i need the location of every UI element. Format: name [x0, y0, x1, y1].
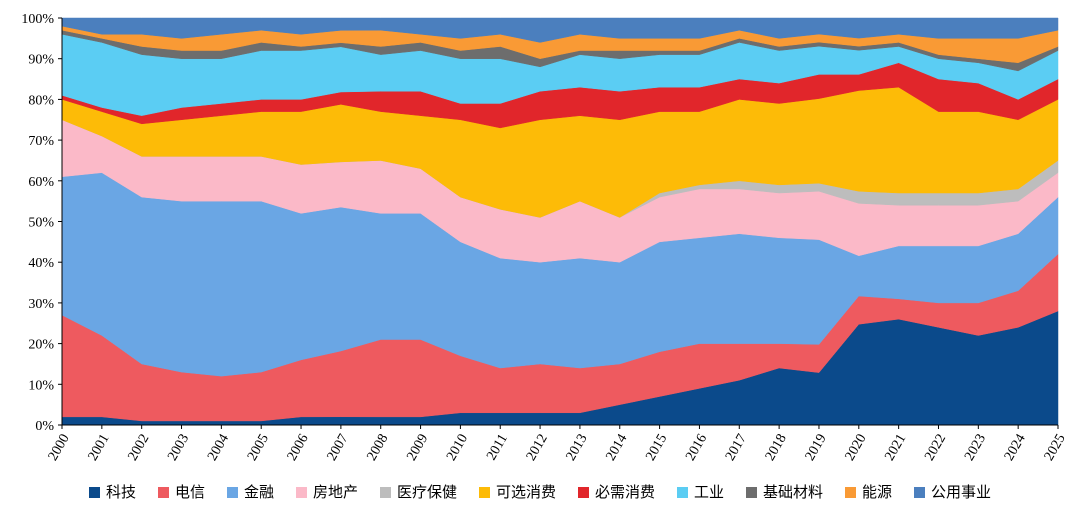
y-tick-label: 80% [28, 93, 54, 108]
area-series-10 [61, 17, 1059, 43]
y-tick-label: 60% [28, 175, 54, 190]
legend-label: 科技 [106, 483, 136, 501]
x-tick-label: 2021 [882, 432, 909, 464]
legend-item-4: 医疗保健 [380, 483, 457, 501]
x-tick-label: 2009 [404, 432, 431, 464]
legend-label: 必需消费 [595, 483, 655, 501]
x-tick-label: 2022 [922, 432, 949, 464]
legend-item-8: 基础材料 [746, 483, 823, 501]
legend-item-3: 房地产 [296, 483, 358, 501]
legend-label: 能源 [862, 483, 892, 501]
x-tick-label: 2025 [1042, 432, 1069, 464]
x-tick-label: 2003 [165, 432, 192, 464]
legend-label: 金融 [244, 483, 274, 501]
areas-layer [61, 17, 1059, 426]
x-tick-label: 2024 [1002, 432, 1029, 464]
x-tick-label: 2012 [524, 432, 551, 464]
x-tick-label: 2004 [205, 432, 232, 464]
legend-swatch [89, 487, 100, 498]
y-tick-label: 40% [28, 256, 54, 271]
legend-swatch [380, 487, 391, 498]
legend-item-9: 能源 [845, 483, 892, 501]
legend-label: 基础材料 [763, 483, 823, 501]
y-tick-label: 50% [28, 216, 54, 231]
legend-item-2: 金融 [227, 483, 274, 501]
legend-label: 可选消费 [496, 483, 556, 501]
x-tick-label: 2008 [364, 432, 391, 464]
legend-item-6: 必需消费 [578, 483, 655, 501]
x-tick-label: 2018 [763, 432, 790, 464]
x-tick-label: 2013 [564, 432, 591, 464]
legend-item-0: 科技 [89, 483, 136, 501]
legend-item-10: 公用事业 [914, 483, 991, 501]
x-tick-label: 2017 [723, 432, 750, 464]
x-tick-label: 2023 [962, 432, 989, 464]
legend-label: 房地产 [313, 483, 358, 501]
x-tick-label: 2005 [245, 432, 272, 464]
legend: 科技 电信 金融 房地产 医疗保健 可选消费 必需消费 工业 基础材料 能源 公用事业 [89, 483, 991, 501]
x-tick-label: 2020 [843, 432, 870, 464]
legend-swatch [914, 487, 925, 498]
x-tick-label: 2001 [86, 432, 113, 464]
legend-item-1: 电信 [158, 483, 205, 501]
x-tick-label: 2014 [604, 432, 631, 464]
legend-swatch [746, 487, 757, 498]
legend-swatch [158, 487, 169, 498]
y-tick-label: 30% [28, 297, 54, 312]
y-tick-label: 0% [35, 419, 54, 434]
y-tick-label: 10% [28, 378, 54, 393]
y-tick-label: 100% [21, 12, 54, 27]
x-tick-label: 2019 [803, 432, 830, 464]
x-tick-label: 2010 [444, 432, 471, 464]
y-tick-label: 20% [28, 338, 54, 353]
legend-label: 电信 [175, 483, 205, 501]
legend-label: 医疗保健 [397, 483, 457, 501]
legend-item-7: 工业 [677, 483, 724, 501]
x-tick-label: 2006 [285, 432, 312, 464]
x-tick-label: 2000 [46, 432, 73, 464]
x-tick-label: 2007 [325, 432, 352, 464]
y-tick-label: 70% [28, 134, 54, 149]
legend-swatch [845, 487, 856, 498]
legend-swatch [296, 487, 307, 498]
x-tick-label: 2015 [643, 432, 670, 464]
legend-swatch [227, 487, 238, 498]
y-tick-label: 90% [28, 53, 54, 68]
legend-label: 工业 [694, 483, 724, 501]
legend-swatch [479, 487, 490, 498]
legend-swatch [578, 487, 589, 498]
legend-label: 公用事业 [931, 483, 991, 501]
x-tick-label: 2011 [484, 432, 511, 463]
legend-item-5: 可选消费 [479, 483, 556, 501]
legend-swatch [677, 487, 688, 498]
x-tick-label: 2016 [683, 432, 710, 464]
x-tick-label: 2002 [125, 432, 152, 464]
